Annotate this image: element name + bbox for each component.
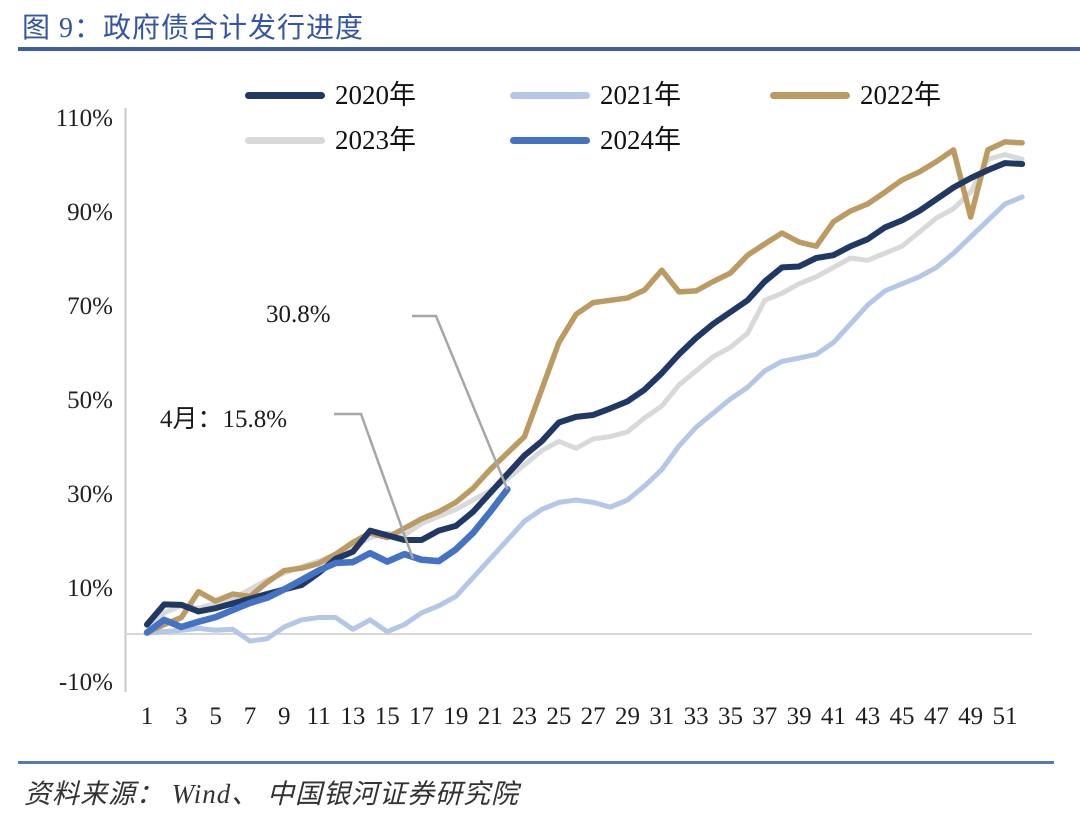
legend-label-2024: 2024年 [600,125,681,155]
title-divider [18,47,1080,51]
x-tick-label: 47 [924,703,949,730]
legend-swatch-2022 [770,92,850,99]
annotation-april-value: 4月：15.8% [160,406,288,433]
x-tick-label: 21 [478,703,503,730]
y-tick-label: 50% [67,387,113,414]
legend-swatch-2023 [245,137,325,144]
x-tick-label: 7 [244,703,257,730]
y-tick-label: 70% [67,293,113,320]
x-tick-label: 1 [141,703,154,730]
x-tick-label: 5 [209,703,222,730]
x-tick-label: 29 [615,703,640,730]
y-tick-label: 90% [67,199,113,226]
series-line-2024年 [143,485,511,636]
legend-label-2021: 2021年 [600,80,681,110]
y-tick-label: 10% [67,575,113,602]
x-tick-label: 37 [752,703,777,730]
y-tick-label: -10% [59,669,113,696]
x-tick-label: 45 [890,703,915,730]
x-tick-label: 41 [821,703,846,730]
legend-label-2023: 2023年 [335,125,416,155]
footer-divider [18,761,1054,764]
series-line-2020年 [144,160,1026,628]
figure-title: 图 9：政府债合计发行进度 [22,13,365,44]
line-chart: 110%90%70%50%30%10%-10%1 3 5 7 9 11 13 15 17 19 21… [56,105,1032,730]
legend-item-2022: 2022年 [770,82,941,109]
x-tick-label: 17 [409,703,434,730]
x-tick-label: 27 [581,703,606,730]
legend-item-2020: 2020年 [245,82,416,109]
legend-label-2022: 2022年 [860,80,941,110]
figure-source: 资料来源： Wind、 中国银河证券研究院 [24,779,520,809]
series-line-2022年 [144,139,1025,636]
x-tick-label: 35 [718,703,743,730]
y-tick-label: 30% [67,481,113,508]
x-tick-label: 39 [787,703,812,730]
legend-swatch-2020 [245,92,325,99]
x-tick-label: 19 [443,703,468,730]
legend-swatch-2021 [510,92,590,99]
x-tick-label: 49 [958,703,983,730]
legend-item-2023: 2023年 [245,127,416,154]
annotation-leader-line [412,314,509,490]
x-tick-label: 13 [340,703,365,730]
legend-item-2024: 2024年 [510,127,681,154]
x-tick-label: 23 [512,703,537,730]
x-tick-label: 25 [546,703,571,730]
legend-label-2020: 2020年 [335,80,416,110]
x-tick-label: 43 [855,703,880,730]
x-tick-label: 3 [175,703,188,730]
y-tick-label: 110% [56,105,113,132]
series-line-2021年 [144,194,1025,644]
x-tick-label: 11 [307,703,331,730]
x-tick-label: 51 [993,703,1018,730]
x-tick-label: 31 [649,703,674,730]
x-tick-label: 15 [375,703,400,730]
annotation-2024-endpoint: 30.8% [266,301,331,328]
legend-swatch-2024 [510,137,590,144]
x-tick-label: 33 [684,703,709,730]
x-tick-label: 9 [278,703,291,730]
annotation-leader-line [334,412,415,560]
legend-item-2021: 2021年 [510,82,681,109]
